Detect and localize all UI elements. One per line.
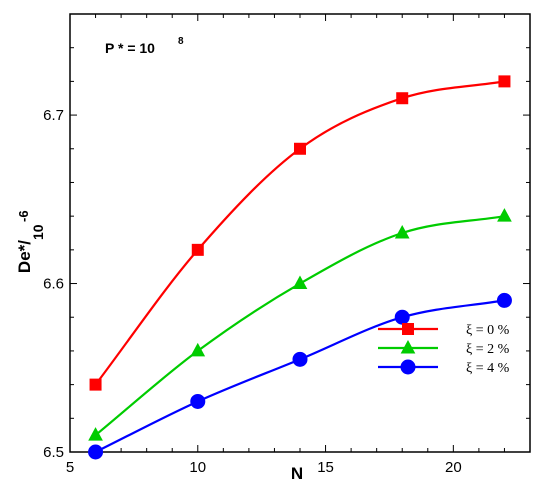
series-line [94,80,505,386]
series-line [95,299,505,453]
legend-item: ξ = 2 % [378,339,510,357]
series [88,75,512,460]
y-axis-label-main: De*/ [15,240,34,273]
series-line [94,215,505,437]
data-point [88,427,103,441]
legend-item: ξ = 4 % [378,359,510,376]
legend-marker [400,359,416,375]
legend-marker [400,339,416,354]
legend: ξ = 0 % ξ = 2 % ξ = 4 % [378,323,510,376]
data-point [394,309,410,325]
x-tick-label: 20 [445,459,462,476]
data-point [497,208,512,222]
y-axis-label-exponent: -6 [16,210,31,222]
series-1 [88,208,512,441]
data-point [292,275,308,290]
data-point [190,342,206,357]
data-point [294,142,306,155]
legend-label: ξ = 0 % [466,323,510,338]
data-point [88,444,104,460]
data-point [496,292,512,308]
data-point [394,224,410,239]
data-point [396,92,409,105]
plot-frame [69,13,531,453]
x-tick-label: 5 [66,459,74,476]
annotation-pressure: P * = 10 [105,40,155,56]
annotation-pressure-exponent: 8 [178,36,184,47]
y-tick-label: 6.7 [43,107,64,124]
legend-item: ξ = 0 % [378,323,510,338]
data-point [89,378,102,391]
series-0 [89,75,511,391]
x-tick-label: 10 [189,459,206,476]
y-axis-label: De*/ 10 -6 [15,210,46,273]
y-tick-label: 6.6 [43,276,64,293]
x-tick-label: 15 [317,459,334,476]
y-axis-label-denominator: 10 [30,224,46,240]
data-point [498,75,511,88]
legend-label: ξ = 4 % [466,361,510,376]
ticks: 5 10 15 20 6.5 6.6 6.7 [43,14,530,476]
data-point [190,393,206,409]
x-axis-label: N [291,464,303,483]
data-point [292,351,308,367]
legend-marker [402,323,414,335]
data-point [191,243,204,256]
series-2 [88,292,512,460]
legend-label: ξ = 2 % [466,342,510,357]
y-tick-label: 6.5 [43,444,64,461]
